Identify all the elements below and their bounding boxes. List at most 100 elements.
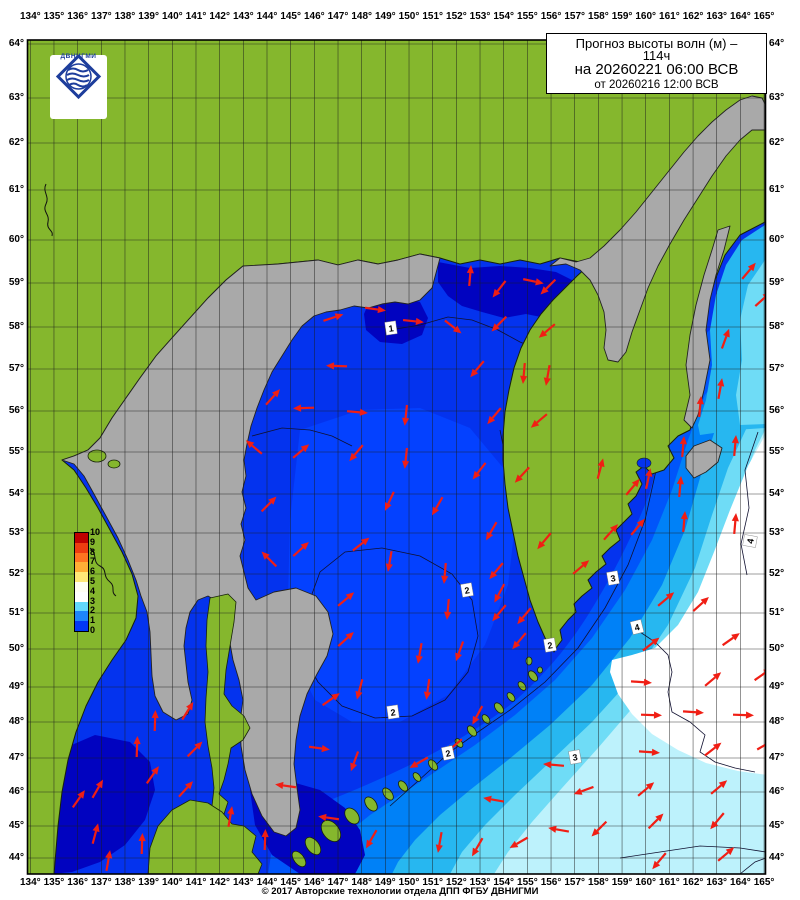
wave-arrow: [603, 524, 619, 541]
landmass-mainland-kamchatka: [27, 40, 766, 874]
svg-text:1: 1: [388, 323, 394, 334]
wave-arrow: [292, 541, 309, 557]
sea-band-4m: [494, 429, 766, 874]
colorbar-band: [74, 562, 89, 573]
lon-label-bottom: 146°: [303, 877, 325, 888]
wave-arrow: [591, 820, 608, 837]
wave-arrow: [71, 790, 85, 809]
wave-arrow: [630, 678, 652, 686]
wave-arrow: [625, 478, 640, 496]
wave-arrow: [292, 444, 310, 459]
svg-text:2: 2: [445, 748, 452, 759]
colorbar-tick-label: 7: [90, 556, 96, 567]
lon-label-top: 152°: [446, 11, 467, 22]
wave-arrow: [548, 825, 570, 833]
lat-label-left: 48°: [8, 716, 24, 727]
lon-label-bottom: 156°: [540, 877, 562, 888]
lat-label-left: 57°: [8, 363, 24, 374]
lon-label-bottom: 165°: [753, 877, 775, 888]
wave-arrow: [337, 631, 354, 647]
lat-label-left: 49°: [8, 681, 24, 692]
colorbar-tick-label: 3: [90, 595, 96, 606]
wave-arrow: [423, 678, 432, 700]
wave-arrow: [145, 766, 159, 785]
lon-label-bottom: 152°: [446, 877, 467, 888]
wave-arrow: [642, 637, 660, 652]
colorbar-tick-label: 5: [90, 576, 96, 586]
wave-arrow: [540, 278, 557, 295]
wave-arrow: [704, 742, 722, 757]
lon-label-top: 139°: [138, 11, 159, 22]
contour-label-2: 2: [441, 745, 455, 761]
wave-arrow: [321, 693, 340, 707]
lat-label-left: 56°: [8, 405, 24, 416]
contour-label-3: 3: [606, 570, 620, 586]
colorbar-tick-label: 8: [90, 546, 96, 557]
wave-arrow: [572, 560, 590, 575]
wave-arrow: [265, 389, 281, 406]
wave-arrow: [138, 833, 146, 855]
svg-text:4: 4: [745, 538, 756, 545]
lon-label-bottom: 138°: [114, 877, 136, 888]
wave-arrow: [352, 537, 370, 552]
sea-ice-region: [61, 253, 441, 837]
sea-zone-4-5m-white: [610, 434, 766, 775]
lon-label-bottom: 155°: [517, 877, 538, 888]
wave-arrow: [509, 836, 529, 848]
forecast-title: Прогноз высоты волн (м) –: [575, 36, 738, 51]
wave-arrow: [186, 741, 203, 758]
lon-label-bottom: 163°: [706, 877, 728, 888]
wave-arrow: [721, 633, 740, 647]
lon-label-top: 135°: [43, 11, 65, 22]
wave-arrow: [710, 812, 725, 830]
lat-label-left: 51°: [8, 607, 24, 618]
wave-arrow: [491, 315, 508, 332]
contour-label-4: 4: [629, 619, 645, 635]
lon-label-top: 164°: [730, 11, 751, 22]
dvnigmi-logo: ДВНИГМИ: [50, 53, 107, 119]
wave-arrow: [512, 632, 527, 650]
contour-label-2: 2: [543, 637, 557, 653]
lon-label-bottom: 149°: [375, 877, 396, 888]
lon-label-bottom: 142°: [209, 877, 230, 888]
wave-arrow: [105, 850, 113, 872]
lat-label-left: 64°: [8, 38, 24, 49]
wave-arrow: [530, 413, 548, 428]
wave-arrow: [385, 550, 393, 572]
colorbar-tick-label: 0: [90, 625, 96, 635]
lat-label-left: 63°: [8, 92, 24, 103]
wave-arrow: [323, 313, 344, 322]
lat-label-right: 62°: [769, 137, 785, 148]
sea-calm-pocket-japan-w: [50, 735, 155, 874]
colorbar-tick-label: 4: [90, 585, 96, 596]
lat-label-right: 47°: [769, 752, 785, 763]
wave-arrow: [444, 598, 452, 620]
wave-arrow: [444, 319, 462, 334]
lat-label-left: 45°: [8, 820, 24, 831]
lat-label-left: 61°: [8, 184, 24, 195]
wave-arrow: [492, 280, 507, 298]
wave-height-colorbar: 10 9 8 7 6 5 4 3 2 1 0: [74, 527, 100, 635]
wave-arrow: [692, 596, 709, 612]
lat-label-left: 47°: [8, 752, 24, 763]
copyright-line: © 2017 Авторские технологии отдела ДПП Ф…: [261, 886, 539, 897]
contour-label-2: 2: [386, 704, 400, 720]
lat-label-left: 55°: [8, 446, 24, 457]
wave-arrow: [355, 679, 364, 700]
lon-label-top: 142°: [209, 11, 230, 22]
wave-arrow: [486, 521, 498, 541]
wave-arrow: [537, 532, 552, 550]
colorbar-tick-label: 1: [90, 615, 96, 626]
lon-label-bottom: 158°: [588, 877, 609, 888]
forecast-lead-hours: 114ч: [642, 48, 671, 63]
wave-arrow: [696, 396, 704, 418]
lat-label-right: 59°: [769, 277, 785, 288]
wave-arrow: [441, 562, 449, 584]
wave-arrow: [318, 813, 340, 822]
wave-arrow: [402, 404, 410, 426]
wave-arrow: [538, 323, 556, 338]
colorbar-band: [74, 572, 89, 582]
lat-label-right: 50°: [769, 643, 785, 654]
